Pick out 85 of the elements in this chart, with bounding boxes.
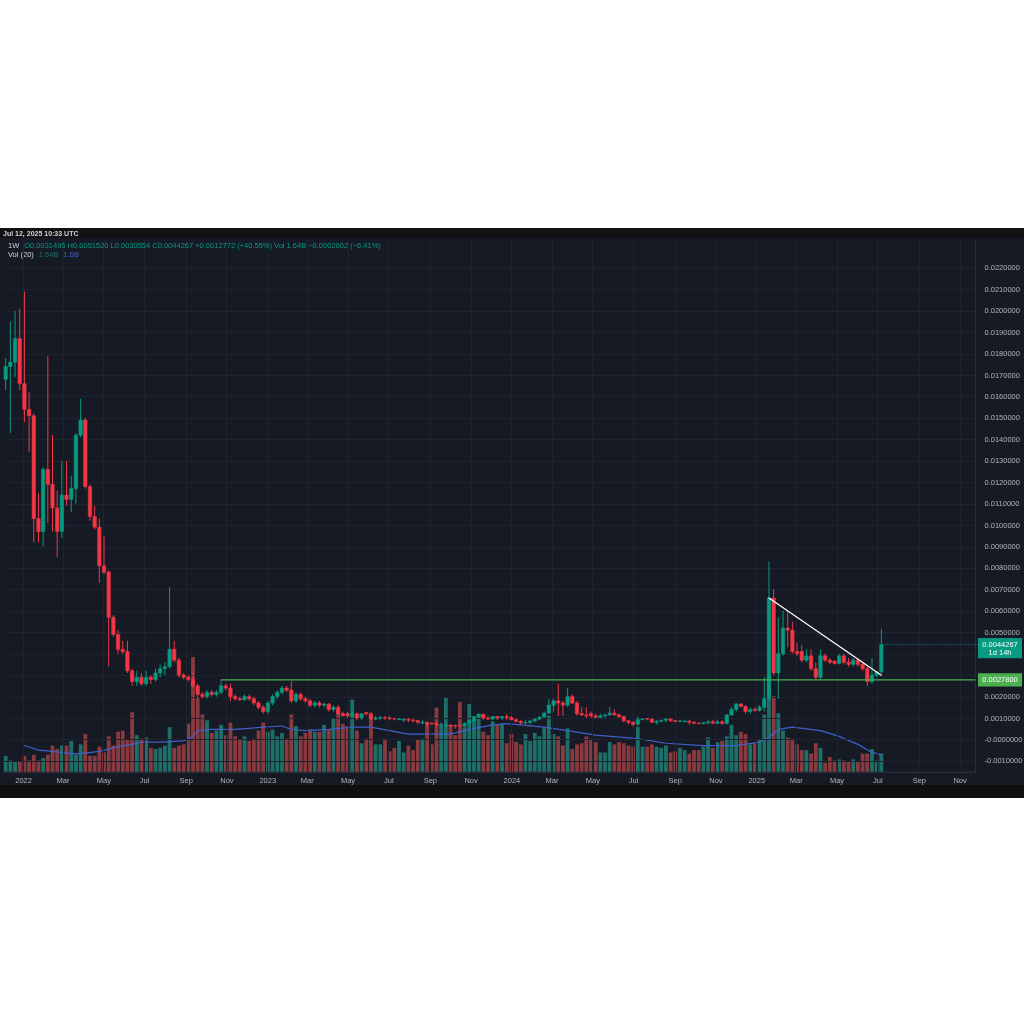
bar — [97, 746, 102, 772]
bar — [55, 748, 60, 772]
bar — [130, 711, 135, 772]
bar — [392, 747, 397, 772]
bar — [354, 730, 359, 772]
bar — [78, 743, 83, 772]
bar — [326, 729, 331, 772]
bar — [500, 723, 504, 772]
bar — [350, 699, 355, 772]
bar — [598, 752, 603, 772]
bar — [31, 754, 36, 772]
bar — [3, 755, 8, 772]
bar — [785, 737, 790, 772]
bar — [621, 742, 626, 772]
bar — [790, 738, 795, 772]
bar — [607, 741, 612, 772]
bar — [532, 732, 537, 772]
bar — [687, 753, 692, 772]
bar — [617, 741, 622, 772]
bar — [415, 739, 420, 772]
bar — [237, 739, 242, 772]
bar — [668, 752, 673, 772]
bar — [495, 724, 500, 772]
bar — [645, 746, 650, 772]
bar — [134, 734, 139, 772]
bar — [205, 719, 209, 772]
bar — [865, 753, 870, 772]
bar — [294, 725, 298, 772]
bar — [106, 735, 111, 772]
bar — [270, 729, 275, 772]
bar — [659, 747, 664, 772]
bar — [776, 712, 781, 772]
bar — [8, 760, 13, 772]
candlestick — [752, 706, 757, 713]
candlestick — [565, 687, 570, 708]
candlestick — [457, 723, 462, 728]
bar — [518, 743, 523, 772]
bar — [209, 732, 214, 772]
bar — [378, 743, 383, 772]
bar — [69, 740, 74, 772]
bar — [813, 742, 818, 772]
bar — [710, 747, 715, 772]
bar — [593, 741, 598, 772]
bar — [298, 735, 303, 772]
bar — [383, 738, 387, 772]
bar — [635, 726, 640, 772]
bar — [17, 761, 22, 772]
bar — [289, 714, 294, 772]
candlestick — [425, 720, 430, 728]
bar — [41, 757, 46, 772]
bar — [247, 740, 252, 772]
bar — [406, 745, 411, 772]
bar — [556, 735, 561, 772]
bar — [748, 743, 753, 772]
bar — [172, 747, 177, 772]
bar — [490, 720, 495, 772]
bar — [148, 747, 153, 772]
bar — [219, 724, 223, 772]
bar — [649, 743, 654, 772]
bar — [827, 756, 832, 772]
bar — [771, 695, 776, 772]
bar — [158, 747, 163, 772]
bar — [312, 731, 317, 772]
bar — [476, 714, 481, 772]
candlestick — [556, 683, 561, 717]
candlestick — [818, 648, 823, 680]
bar — [584, 735, 589, 772]
bar — [303, 732, 308, 772]
bar — [467, 703, 472, 772]
candlestick — [560, 700, 565, 717]
bar — [443, 696, 448, 772]
bar — [720, 740, 725, 772]
bar — [120, 730, 125, 772]
bar — [322, 724, 327, 772]
bar — [841, 760, 846, 772]
bar — [570, 748, 575, 772]
bar — [373, 743, 378, 772]
bar — [682, 749, 687, 772]
bar — [83, 733, 88, 772]
bar — [738, 731, 743, 772]
bar — [696, 749, 701, 772]
candlestick — [64, 460, 69, 507]
bar — [261, 722, 266, 772]
bar — [481, 731, 486, 772]
bar — [851, 758, 856, 772]
